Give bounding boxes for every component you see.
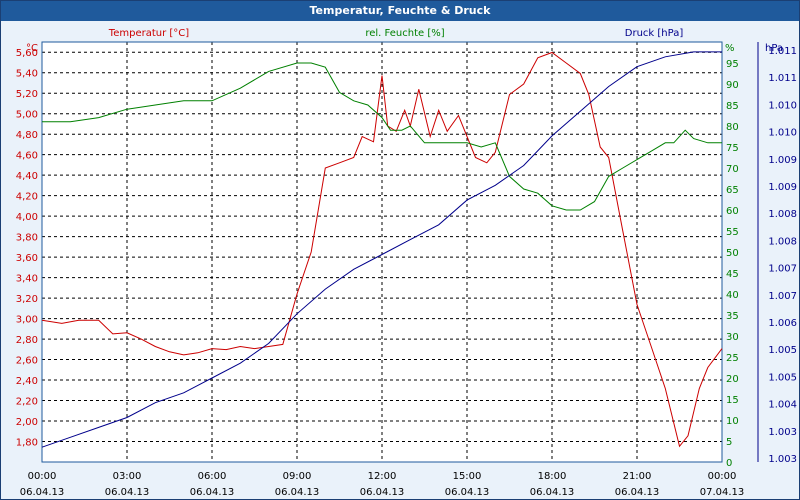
x-tick-time: 21:00	[623, 471, 652, 482]
plot-frame	[41, 41, 723, 463]
temperature-tick-label: 4,00	[16, 212, 38, 223]
humidity-tick-label: 85	[726, 101, 739, 112]
humidity-tick-label: 5	[726, 437, 732, 448]
x-tick-time: 15:00	[453, 471, 482, 482]
humidity-unit: %	[725, 43, 735, 54]
pressure-tick-label: 1.010	[768, 128, 797, 139]
temperature-series-line	[41, 51, 723, 448]
humidity-tick-label: 95	[726, 59, 739, 70]
temperature-tick-label: 3,00	[16, 315, 38, 326]
temperature-tick-label: 4,60	[16, 151, 38, 162]
pressure-series-line	[41, 51, 722, 448]
temperature-tick-label: 2,80	[16, 335, 38, 346]
x-tick-date: 06.04.13	[360, 487, 405, 498]
humidity-tick-label: 30	[726, 332, 739, 343]
pressure-tick-label: 1.011	[768, 46, 797, 57]
pressure-unit: hPa	[765, 43, 783, 54]
pressure-tick-label: 1.009	[768, 182, 797, 193]
x-tick-date: 06.04.13	[275, 487, 320, 498]
x-tick-date: 06.04.13	[615, 487, 660, 498]
humidity-tick-label: 0	[726, 458, 732, 469]
x-tick-date: 06.04.13	[445, 487, 490, 498]
pressure-tick-label: 1.011	[768, 73, 797, 84]
series-layer	[41, 51, 723, 448]
pressure-tick-label: 1.009	[768, 155, 797, 166]
humidity-tick-label: 40	[726, 290, 739, 301]
pressure-tick-label: 1.008	[768, 236, 797, 247]
temperature-tick-label: 5,40	[16, 69, 38, 80]
pressure-tick-label: 1.008	[768, 209, 797, 220]
pressure-tick-label: 1.003	[768, 427, 797, 438]
temperature-tick-label: 2,00	[16, 417, 38, 428]
temperature-tick-label: 2,20	[16, 397, 38, 408]
x-tick-time: 09:00	[283, 471, 312, 482]
grid-layer	[42, 42, 722, 462]
label-layer: 1,80 2,00 2,20 2,40 2,60 2,80 3,00 3,20 3,40 3,60…	[16, 28, 797, 498]
pressure-tick-label: 1.003	[768, 454, 797, 465]
humidity-tick-label: 80	[726, 122, 739, 133]
x-tick-time: 00:00	[28, 471, 57, 482]
humidity-tick-label: 65	[726, 185, 739, 196]
pressure-tick-label: 1.007	[768, 264, 797, 275]
x-tick-date: 06.04.13	[530, 487, 575, 498]
x-tick-time: 00:00	[708, 471, 737, 482]
temperature-tick-label: 3,60	[16, 253, 38, 264]
humidity-tick-label: 45	[726, 269, 739, 280]
temperature-tick-label: 4,80	[16, 130, 38, 141]
temperature-tick-label: 5,00	[16, 110, 38, 121]
x-tick-date: 06.04.13	[190, 487, 235, 498]
humidity-tick-label: 20	[726, 374, 739, 385]
temperature-tick-label: 1,80	[16, 438, 38, 449]
humidity-tick-label: 70	[726, 164, 739, 175]
temperature-tick-label: 4,20	[16, 192, 38, 203]
x-tick-date: 06.04.13	[20, 487, 65, 498]
x-tick-date: 07.04.13	[700, 487, 745, 498]
x-tick-time: 12:00	[368, 471, 397, 482]
temperature-tick-label: 3,20	[16, 294, 38, 305]
humidity-axis-title: rel. Feuchte [%]	[365, 28, 444, 39]
humidity-tick-label: 10	[726, 416, 739, 427]
temperature-tick-label: 3,40	[16, 274, 38, 285]
pressure-tick-label: 1.010	[768, 100, 797, 111]
humidity-series-line	[42, 62, 722, 211]
temperature-tick-label: 5,20	[16, 89, 38, 100]
x-tick-date: 06.04.13	[105, 487, 150, 498]
humidity-tick-label: 35	[726, 311, 739, 322]
pressure-tick-label: 1.005	[768, 345, 797, 356]
temperature-tick-label: 3,80	[16, 233, 38, 244]
pressure-tick-label: 1.007	[768, 291, 797, 302]
x-tick-time: 03:00	[113, 471, 142, 482]
pressure-tick-label: 1.006	[768, 318, 797, 329]
temperature-tick-label: 2,60	[16, 356, 38, 367]
temperature-unit: °C	[26, 43, 38, 54]
humidity-tick-label: 90	[726, 80, 739, 91]
x-tick-time: 18:00	[538, 471, 567, 482]
humidity-tick-label: 75	[726, 143, 739, 154]
temperature-tick-label: 4,40	[16, 171, 38, 182]
temperature-axis-title: Temperatur [°C]	[108, 28, 189, 39]
temperature-tick-label: 5,60	[16, 48, 38, 59]
humidity-tick-label: 60	[726, 206, 739, 217]
humidity-tick-label: 25	[726, 353, 739, 364]
pressure-tick-label: 1.005	[768, 372, 797, 383]
pressure-tick-label: 1.004	[768, 400, 797, 411]
window-title: Temperatur, Feuchte & Druck	[1, 1, 799, 21]
x-tick-time: 06:00	[198, 471, 227, 482]
humidity-tick-label: 50	[726, 248, 739, 259]
humidity-tick-label: 55	[726, 227, 739, 238]
pressure-axis-title: Druck [hPa]	[625, 28, 684, 39]
temperature-tick-label: 2,40	[16, 376, 38, 387]
humidity-tick-label: 15	[726, 395, 739, 406]
